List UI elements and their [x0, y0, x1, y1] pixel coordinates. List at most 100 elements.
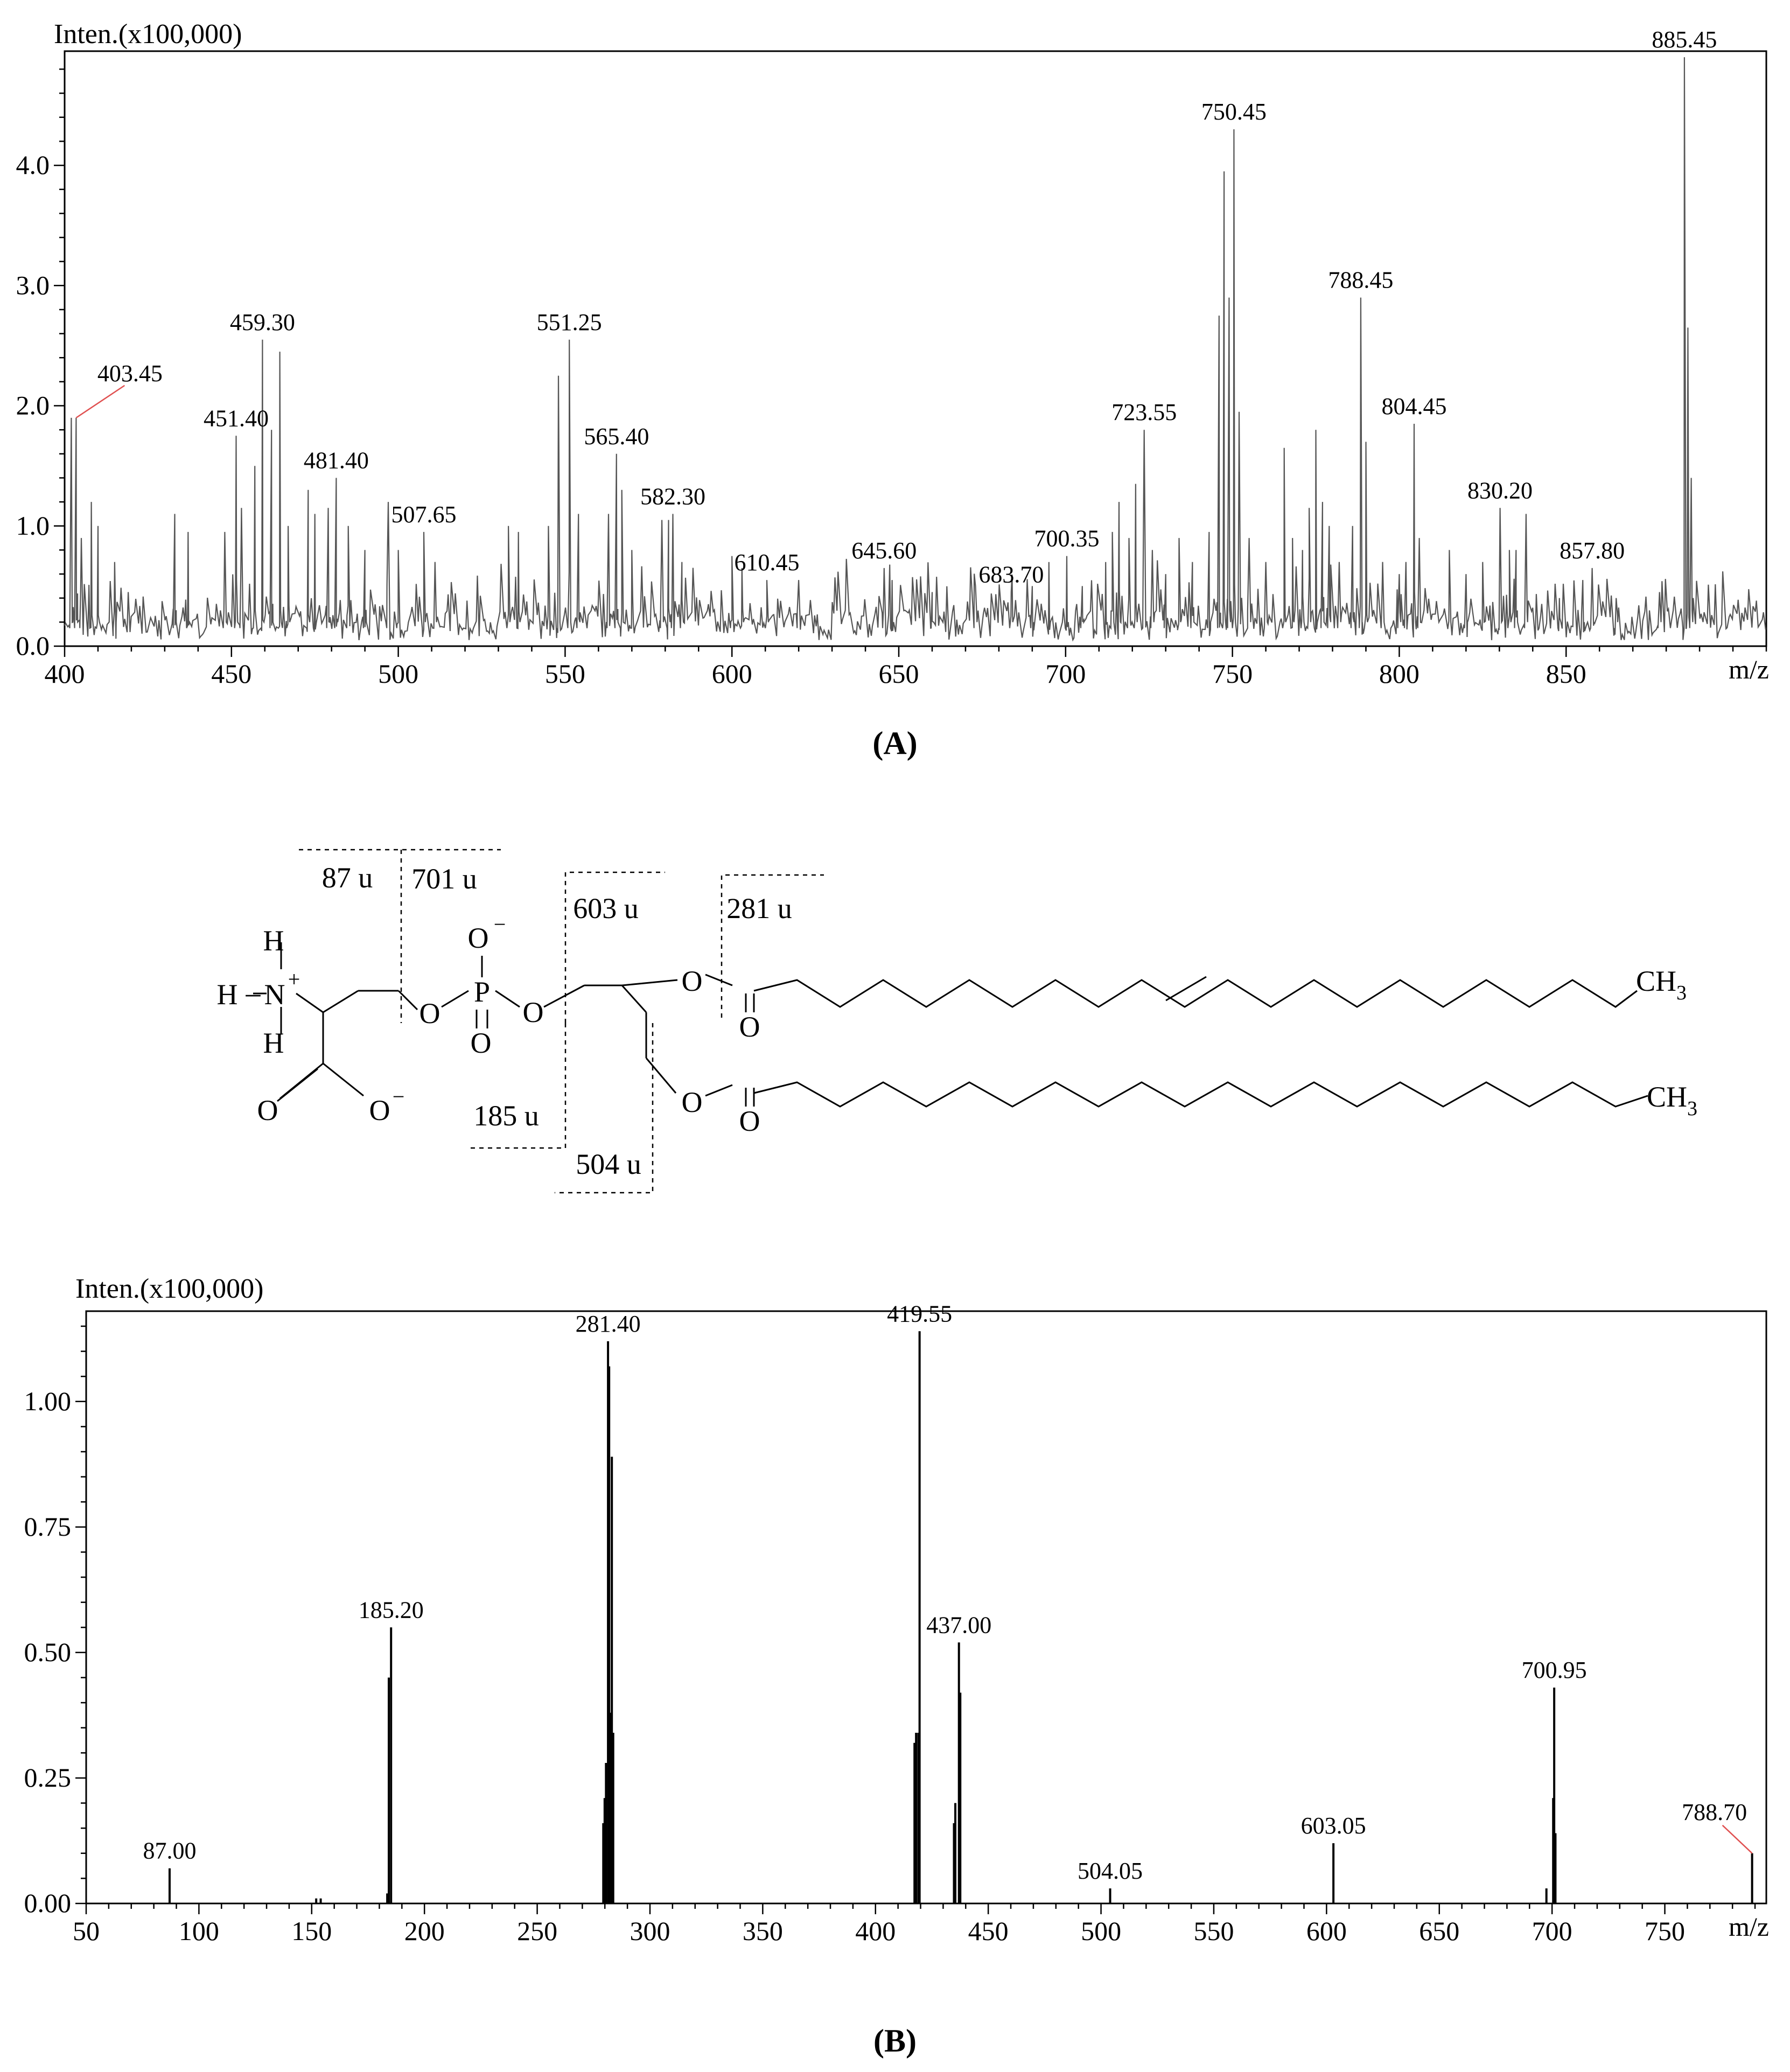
chart-b-peak-label: 281.40 [576, 1311, 641, 1337]
chart-b-peak-label: 504.05 [1078, 1858, 1143, 1884]
chart-b-x-tick-label: 300 [630, 1916, 670, 1946]
chart-b-x-tick-label: 250 [517, 1916, 557, 1946]
chart-a-peak-label: 403.45 [97, 360, 163, 387]
chart-b-peak-label: 185.20 [359, 1597, 424, 1623]
chart-a-peak-label: 830.20 [1467, 477, 1533, 503]
atom-o-carboxylate: O [369, 1094, 390, 1126]
charge-minus-phosphate: − [494, 912, 506, 936]
chart-b-peak-label: 419.55 [887, 1300, 952, 1327]
chart-a-peak-label: 885.45 [1652, 26, 1717, 53]
chart-a-x-tick-label: 800 [1379, 659, 1420, 689]
chart-a-x-axis-label: m/z [1729, 654, 1769, 684]
chart-a-y-tick-label: 4.0 [16, 150, 50, 180]
chart-a-peak-label: 481.40 [304, 447, 369, 473]
chart-a-y-tick-label: 0.0 [16, 631, 50, 661]
chart-a-peak-label: 750.45 [1201, 99, 1267, 125]
fragment-cut-lines [299, 849, 824, 1194]
chart-b-y-tick-label: 1.00 [24, 1386, 72, 1416]
chart-b-x-tick-label: 400 [855, 1916, 896, 1946]
methyl-group-1: CH3 [1636, 965, 1687, 1004]
chart-a-y-tick-label: 1.0 [16, 510, 50, 541]
chart-b-x-axis-label: m/z [1729, 1912, 1769, 1942]
fragment-504-label: 504 u [576, 1148, 641, 1180]
atom-p: P [474, 976, 490, 1008]
chart-a-peak-label: 459.30 [230, 309, 295, 335]
bond-dash: – [246, 977, 261, 1009]
chart-a-peak-label: 507.65 [391, 501, 457, 528]
bond-lines [253, 942, 755, 1107]
fragment-701-label: 701 u [411, 863, 477, 895]
chart-a-x-tick-label: 450 [211, 659, 251, 689]
chart-b-x-tick-label: 450 [968, 1916, 1009, 1946]
chart-b-peak-label: 700.95 [1522, 1657, 1587, 1683]
chart-a-peak-label: 565.40 [584, 423, 649, 450]
chart-b-x-tick-label: 700 [1532, 1916, 1572, 1946]
chart-b-label-leader [1722, 1824, 1753, 1854]
methyl-group-2: CH3 [1647, 1081, 1697, 1120]
panel-a-label: (A) [872, 725, 917, 761]
chart-a-peak-label: 804.45 [1382, 393, 1447, 419]
chart-a-peak-label: 451.40 [204, 405, 269, 431]
chart-a-peak-label: 700.35 [1034, 526, 1099, 552]
panel-b-label: (B) [873, 2023, 917, 2059]
chart-a-y-tick-label: 3.0 [16, 270, 50, 300]
chart-a-spectrum-trace [64, 57, 1766, 642]
atom-o-ester-2: O [523, 996, 544, 1028]
atom-o-ester-1: O [419, 997, 440, 1030]
chart-b-peak-labels: 87.00 185.20 281.40 419.55 437.00 504.05 603.0… [143, 1300, 1753, 1884]
chart-a-x-tick-label: 850 [1546, 659, 1586, 689]
atom-h-top: H [263, 925, 284, 957]
atom-o-sn1: O [682, 965, 703, 997]
atom-o-sn2-carbonyl: O [739, 1105, 760, 1137]
atom-o-top: O [468, 922, 489, 954]
fragment-185-label: 185 u [473, 1100, 539, 1132]
chart-b-x-tick-label: 100 [179, 1916, 219, 1946]
chart-a-peak-label: 645.60 [851, 537, 917, 564]
charge-minus-carboxylate: − [393, 1084, 405, 1109]
chart-a-peak-label: 857.80 [1560, 537, 1625, 564]
chart-b-y-axis-label: Inten.(x100,000) [75, 1273, 263, 1304]
stearoyl-chain [753, 1081, 1648, 1108]
chart-b-peaks [168, 1331, 1753, 1903]
chart-b-x-tick-label: 350 [743, 1916, 783, 1946]
chart-b-x-tick-label: 150 [291, 1916, 332, 1946]
chart-b-y-tick-label: 0.50 [24, 1637, 72, 1667]
atom-h-left: H [217, 978, 238, 1011]
chart-a-x-tick-label: 750 [1212, 659, 1253, 689]
chart-a: Inten.(x100,000) m/z 400 450 500 550 600 650 7… [16, 19, 1769, 689]
chart-a-x-tick-label: 700 [1045, 659, 1086, 689]
chart-a-label-leader [75, 384, 125, 418]
chart-b-peak-label: 603.05 [1301, 1812, 1366, 1839]
cis-double-bond [1165, 976, 1207, 1002]
atom-o-carbonyl: O [257, 1094, 278, 1126]
chart-b-x-tick-label: 750 [1645, 1916, 1685, 1946]
chart-a-x-tick-label: 500 [378, 659, 418, 689]
fragment-281-label: 281 u [726, 892, 792, 925]
chart-a-peak-label: 610.45 [734, 549, 799, 576]
chart-a-peak-label: 551.25 [537, 309, 602, 335]
chart-b: Inten.(x100,000) m/z 50 100 150 200 250 300 35… [24, 1273, 1769, 1946]
chart-b-y-tick-label: 0.75 [24, 1511, 72, 1542]
chart-b-axis-ticks: 50 100 150 200 250 300 350 400 450 500 550 600 650 70… [24, 1325, 1756, 1946]
chart-a-peak-label: 723.55 [1111, 399, 1177, 425]
fragment-87-label: 87 u [322, 862, 373, 894]
chart-b-x-tick-label: 200 [404, 1916, 445, 1946]
chart-b-x-tick-label: 550 [1193, 1916, 1234, 1946]
chart-b-y-tick-label: 0.00 [24, 1888, 72, 1918]
chart-a-peak-labels: 403.45 451.40 459.30 481.40 507.65 551.25 565.… [75, 26, 1717, 588]
chart-b-peak-label: 437.00 [926, 1612, 991, 1638]
chart-b-x-tick-label: 600 [1306, 1916, 1347, 1946]
atom-h-bottom: H [263, 1027, 284, 1059]
chart-a-plot-frame [64, 50, 1767, 647]
atom-n: N [264, 978, 285, 1011]
chart-a-x-tick-label: 600 [712, 659, 752, 689]
chart-a-x-tick-label: 650 [879, 659, 919, 689]
chart-a-x-tick-label: 400 [45, 659, 85, 689]
chart-a-y-tick-label: 2.0 [16, 390, 50, 421]
charge-plus: + [288, 967, 300, 991]
chart-b-peak-label: 788.70 [1682, 1799, 1747, 1825]
chart-a-peak-label: 683.70 [978, 562, 1044, 588]
fragment-603-label: 603 u [573, 892, 639, 925]
molecule-structure [253, 849, 1648, 1194]
